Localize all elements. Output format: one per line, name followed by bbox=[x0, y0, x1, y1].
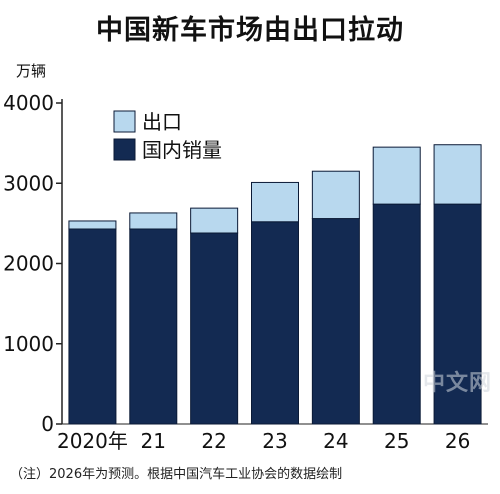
legend-label: 国内销量 bbox=[142, 138, 222, 162]
x-tick-label: 25 bbox=[384, 429, 409, 453]
x-tick-label: 24 bbox=[323, 429, 348, 453]
bar-domestic-sales bbox=[68, 228, 117, 425]
chart-title: 中国新车市场由出口拉动 bbox=[96, 15, 404, 46]
bar-domestic-sales bbox=[372, 203, 421, 425]
bar-exports bbox=[68, 220, 117, 230]
y-axis-unit-label: 万辆 bbox=[16, 62, 47, 80]
bar-exports bbox=[251, 181, 299, 223]
x-tick-label: 21 bbox=[141, 429, 166, 453]
bar-exports bbox=[433, 144, 482, 205]
legend-swatch bbox=[113, 110, 136, 133]
bar-exports bbox=[311, 170, 360, 220]
y-tick-label: 3000 bbox=[3, 171, 54, 195]
bar-exports bbox=[129, 212, 178, 230]
bar-domestic-sales bbox=[129, 228, 178, 425]
x-tick-label: 22 bbox=[201, 429, 226, 453]
legend-label: 出口 bbox=[142, 110, 182, 134]
watermark: 中文网 bbox=[262, 360, 498, 400]
y-tick-label: 0 bbox=[41, 412, 54, 436]
x-tick-label: 23 bbox=[262, 429, 287, 453]
x-tick-label: 26 bbox=[445, 429, 470, 453]
bar-domestic-sales bbox=[190, 232, 239, 425]
y-tick-label: 2000 bbox=[3, 252, 54, 276]
legend-swatch bbox=[113, 138, 136, 161]
y-tick-label: 1000 bbox=[3, 332, 54, 356]
bar-domestic-sales bbox=[251, 221, 299, 425]
bar-domestic-sales bbox=[433, 203, 482, 425]
watermark-text: 中文网 bbox=[422, 371, 492, 396]
x-tick-label: 2020年 bbox=[57, 429, 128, 453]
chart-footnote: （注）2026年为预测。根据中国汽车工业协会的数据绘制 bbox=[10, 467, 343, 482]
bar-exports bbox=[372, 146, 421, 205]
y-tick-label: 4000 bbox=[3, 91, 54, 115]
bar-exports bbox=[190, 207, 239, 234]
bar-domestic-sales bbox=[311, 218, 360, 425]
